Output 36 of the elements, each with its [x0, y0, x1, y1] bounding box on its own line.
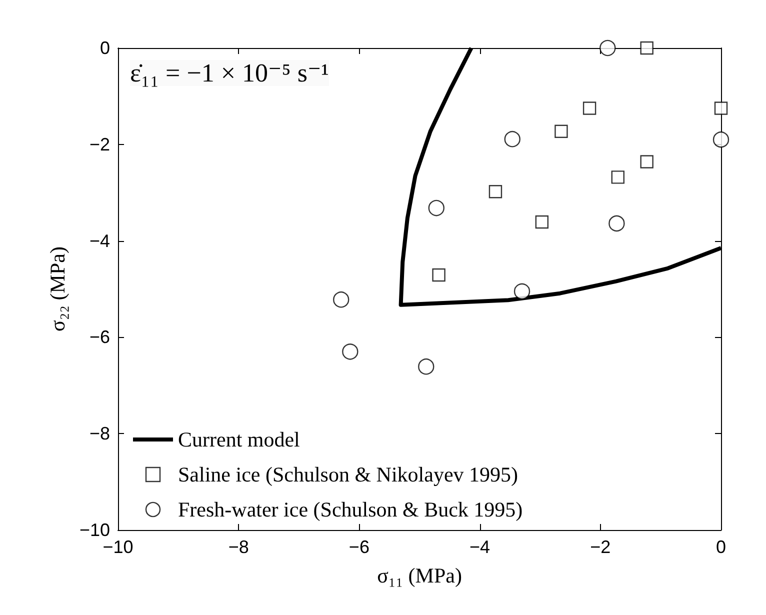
y-tick-label: −2 — [89, 134, 110, 154]
x-tick-label: −2 — [590, 537, 611, 557]
point — [428, 200, 444, 216]
point — [640, 155, 654, 168]
x-tick-label: −10 — [102, 537, 134, 557]
point — [342, 344, 358, 360]
y-tick-label: −8 — [89, 424, 110, 444]
point — [554, 124, 568, 138]
x-tick-label: −6 — [348, 537, 370, 557]
y-tick-label: −10 — [79, 520, 110, 540]
point — [535, 215, 549, 229]
legend-label: Current model — [178, 428, 300, 452]
x-tick-label: 0 — [716, 537, 726, 557]
point — [600, 40, 616, 56]
point — [640, 41, 654, 55]
legend-label: Fresh-water ice (Schulson & Buck 1995) — [178, 498, 523, 522]
point — [582, 102, 596, 115]
point — [432, 268, 446, 282]
y-tick-label: −6 — [89, 327, 110, 348]
point — [712, 131, 730, 148]
y-tick-label: −4 — [89, 230, 110, 251]
x-tick-label: −8 — [228, 537, 249, 557]
x-axis-title: σ₁₁ (MPa) — [377, 564, 462, 588]
legend-label: Saline ice (Schulson & Nikolayev 1995) — [178, 462, 518, 486]
point — [714, 102, 728, 115]
y-tick-label: 0 — [100, 38, 110, 58]
point — [608, 215, 625, 232]
point — [611, 170, 624, 184]
point — [504, 131, 520, 148]
y-axis-title: σ₂₂ (MPa) — [46, 246, 70, 332]
point — [488, 185, 502, 198]
point — [514, 283, 530, 300]
point — [418, 358, 434, 375]
x-tick-label: −4 — [470, 537, 490, 557]
point — [333, 292, 350, 308]
annotation: ε̇₁₁ = −1 × 10⁻⁵ s⁻¹ — [130, 58, 329, 88]
